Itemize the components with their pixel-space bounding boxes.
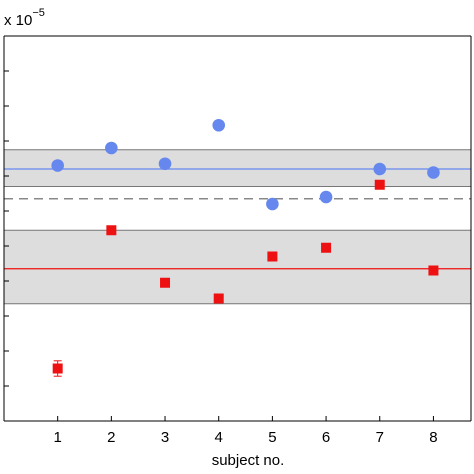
data-point-square (321, 242, 332, 253)
y-scale-base: x 10 (4, 12, 32, 29)
x-tick-label: 5 (268, 429, 276, 446)
y-scale-label: x 10−5 (4, 7, 45, 29)
data-point-circle (373, 162, 387, 176)
data-point-circle (51, 159, 64, 172)
data-point-circle (158, 157, 172, 171)
data-point-square (428, 265, 439, 276)
data-point-circle (105, 141, 118, 155)
data-point-square (160, 277, 171, 288)
data-point-circle (212, 118, 226, 132)
x-tick-label: 7 (376, 429, 384, 446)
data-point-square (374, 179, 385, 190)
bands-layer (4, 149, 471, 305)
data-point-square (52, 363, 63, 374)
data-point-circle (427, 166, 440, 179)
data-point-circle (319, 190, 333, 204)
x-tick-label: 2 (107, 429, 115, 446)
data-point-circle (266, 197, 279, 211)
band-2 (4, 230, 471, 304)
x-tick-label: 6 (322, 429, 330, 446)
x-tick-label: 4 (215, 429, 223, 446)
x-tick-label: 8 (429, 429, 437, 446)
marks-layer (51, 118, 440, 377)
lines-layer (4, 168, 471, 270)
data-point-square (213, 293, 224, 304)
axes-layer: 1 2 3 4 5 6 7 8 (3, 35, 472, 446)
band-1 (4, 149, 471, 187)
data-point-square (267, 251, 278, 262)
data-point-square (106, 225, 117, 236)
x-tick-label: 1 (54, 429, 62, 446)
x-axis-label: subject no. (212, 452, 285, 469)
y-scale-exponent: −5 (32, 7, 45, 19)
x-tick-label: 3 (161, 429, 169, 446)
